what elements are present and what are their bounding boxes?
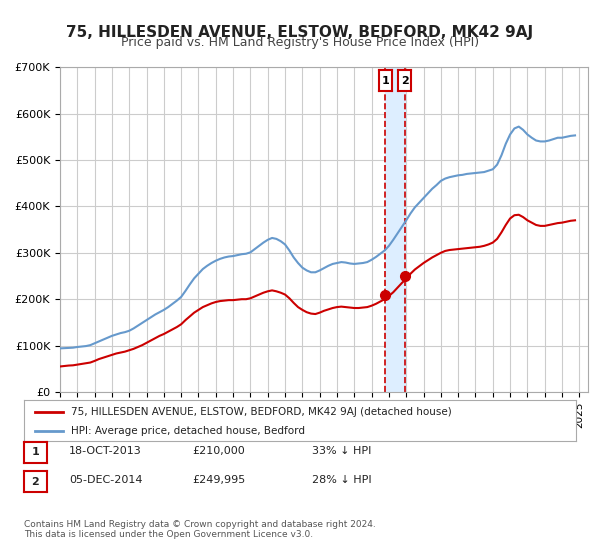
- Text: £210,000: £210,000: [192, 446, 245, 456]
- Text: 05-DEC-2014: 05-DEC-2014: [69, 475, 143, 485]
- Text: Contains HM Land Registry data © Crown copyright and database right 2024.: Contains HM Land Registry data © Crown c…: [24, 520, 376, 529]
- Text: 2: 2: [401, 76, 409, 86]
- Text: £249,995: £249,995: [192, 475, 245, 485]
- Text: This data is licensed under the Open Government Licence v3.0.: This data is licensed under the Open Gov…: [24, 530, 313, 539]
- Bar: [385, 67, 405, 392]
- Text: 18-OCT-2013: 18-OCT-2013: [69, 446, 142, 456]
- Text: 1: 1: [382, 76, 389, 86]
- Text: 28% ↓ HPI: 28% ↓ HPI: [312, 475, 371, 485]
- Text: 2: 2: [32, 477, 39, 487]
- Text: 33% ↓ HPI: 33% ↓ HPI: [312, 446, 371, 456]
- Text: 75, HILLESDEN AVENUE, ELSTOW, BEDFORD, MK42 9AJ (detached house): 75, HILLESDEN AVENUE, ELSTOW, BEDFORD, M…: [71, 407, 452, 417]
- Text: HPI: Average price, detached house, Bedford: HPI: Average price, detached house, Bedf…: [71, 426, 305, 436]
- Text: Price paid vs. HM Land Registry's House Price Index (HPI): Price paid vs. HM Land Registry's House …: [121, 36, 479, 49]
- Text: 1: 1: [32, 447, 39, 458]
- Text: 75, HILLESDEN AVENUE, ELSTOW, BEDFORD, MK42 9AJ: 75, HILLESDEN AVENUE, ELSTOW, BEDFORD, M…: [67, 25, 533, 40]
